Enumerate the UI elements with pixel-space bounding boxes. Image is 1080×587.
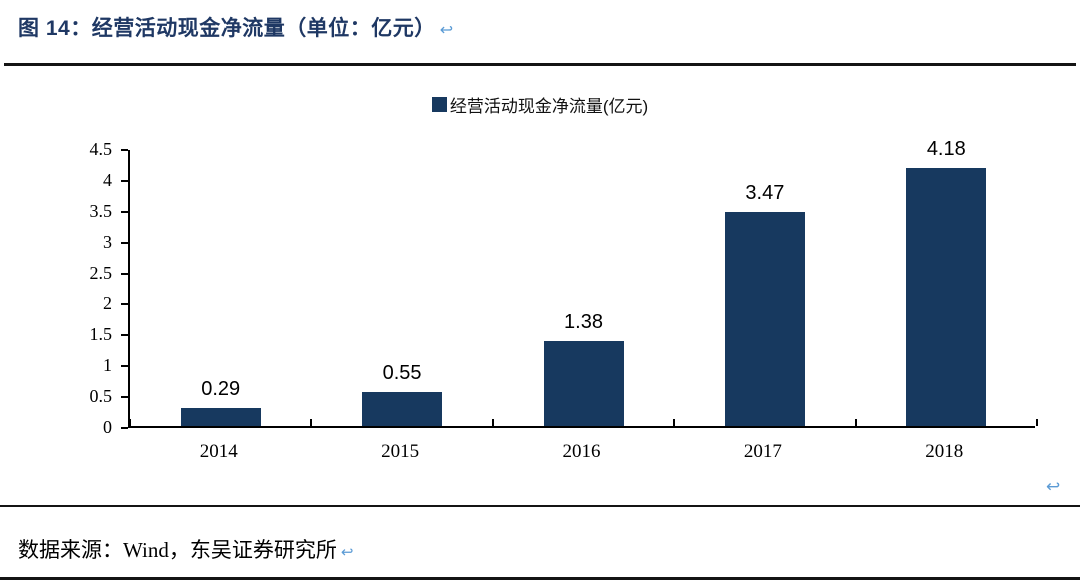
paragraph-return-icon: ↩ [1046, 477, 1061, 496]
figure-title-text: 图 14：经营活动现金净流量（单位：亿元） [18, 17, 436, 40]
chart-legend: 经营活动现金净流量(亿元) [0, 92, 1080, 117]
data-source: 数据来源：Wind，东吴证券研究所 ↩ [18, 534, 353, 564]
bar-2017 [724, 211, 805, 426]
x-tick-mark [854, 419, 857, 426]
paragraph-return-icon: ↩ [439, 22, 454, 39]
y-tick-mark [121, 427, 128, 429]
x-tick-mark [129, 419, 131, 426]
y-tick-mark [121, 334, 128, 337]
y-tick-mark [121, 241, 128, 244]
y-tick-mark [121, 365, 128, 368]
y-tick-label: 3.5 [89, 200, 113, 221]
figure-bottom-divider [0, 505, 1080, 507]
x-tick-mark [310, 419, 313, 426]
bar-value-label: 0.29 [201, 378, 241, 401]
paragraph-return-icon: ↩ [340, 545, 354, 561]
x-tick-label: 2014 [199, 441, 238, 462]
y-tick-mark [121, 149, 128, 151]
x-tick-mark [491, 419, 494, 426]
page-bottom-divider [0, 577, 1080, 580]
bar-value-label: 4.18 [926, 137, 966, 160]
y-tick-mark [121, 396, 128, 399]
bar-2015 [362, 392, 443, 426]
y-tick-label: 4.5 [89, 139, 113, 159]
y-tick-label: 3 [103, 231, 112, 252]
y-tick-label: 1.5 [89, 324, 113, 345]
bar-value-label: 1.38 [564, 310, 603, 333]
y-tick-mark [121, 303, 128, 306]
legend-swatch-icon [431, 97, 447, 112]
y-tick-label: 0.5 [89, 386, 113, 407]
figure-title: 图 14：经营活动现金净流量（单位：亿元） ↩ [18, 12, 454, 42]
y-tick-mark [121, 210, 128, 213]
y-tick-label: 2.5 [89, 262, 113, 283]
x-tick-label: 2016 [562, 441, 601, 462]
legend-label: 经营活动现金净流量(亿元) [449, 97, 649, 116]
bar-2016 [543, 340, 624, 426]
x-tick-mark [673, 419, 676, 426]
y-tick-mark [121, 272, 128, 275]
header-divider [4, 63, 1076, 66]
y-tick-label: 1 [103, 355, 112, 376]
bar-2018 [906, 167, 987, 426]
data-source-text: 数据来源：Wind，东吴证券研究所 [18, 538, 337, 562]
y-tick-label: 4 [103, 169, 112, 190]
y-tick-label: 0 [103, 417, 112, 437]
y-tick-label: 2 [103, 293, 112, 314]
bar-2014 [180, 408, 261, 426]
y-tick-mark [121, 179, 128, 182]
x-tick-label: 2018 [925, 441, 964, 462]
x-tick-label: 2017 [743, 441, 782, 462]
x-tick-mark [1036, 419, 1038, 426]
bar-value-label: 0.55 [382, 362, 422, 385]
x-tick-label: 2015 [381, 441, 420, 462]
bar-value-label: 3.47 [745, 181, 785, 204]
plot-area: 0.29 0.55 1.38 3.47 4.18 [121, 138, 1038, 429]
